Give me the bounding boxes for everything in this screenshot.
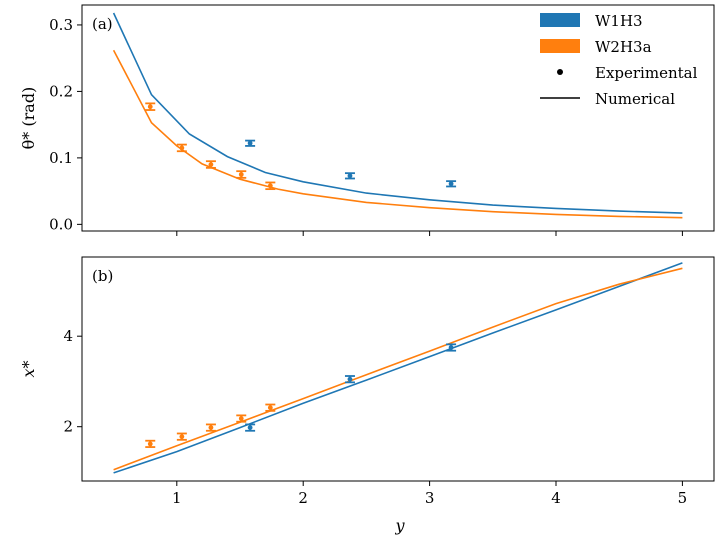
panel-a-points xyxy=(145,102,457,191)
experimental-point-w2h3a xyxy=(236,170,247,179)
y-tick-label: 4 xyxy=(63,327,73,345)
legend-swatch xyxy=(540,39,580,53)
legend-label: Experimental xyxy=(595,64,698,82)
numerical-line-w2h3a xyxy=(113,267,683,471)
panel-a-y-axis-title: θ* (rad) xyxy=(19,87,38,150)
y-tick-label: 0.2 xyxy=(49,82,73,100)
experimental-point-w2h3a xyxy=(205,423,216,432)
x-tick-label: 3 xyxy=(425,489,435,507)
panel-b-lines xyxy=(113,262,683,474)
x-tick-label: 5 xyxy=(678,489,688,507)
x-tick-label: 4 xyxy=(551,489,561,507)
numerical-line-w2h3a xyxy=(112,49,683,219)
experimental-point-w2h3a xyxy=(265,181,276,191)
panel-b-label: (b) xyxy=(92,267,113,285)
panel-a: 0.0 0.1 0.2 0.3 (a) θ* (rad) W1H3 W2H3a Exper… xyxy=(19,4,715,236)
y-tick-label: 0.1 xyxy=(49,149,73,167)
experimental-point-w2h3a xyxy=(265,403,276,412)
experimental-point-w2h3a xyxy=(145,439,156,448)
legend-marker xyxy=(557,69,563,75)
legend: W1H3 W2H3a Experimental Numerical xyxy=(540,12,698,108)
panel-a-lines xyxy=(112,12,683,219)
legend-label: W1H3 xyxy=(595,12,643,30)
experimental-point-w2h3a xyxy=(176,432,187,441)
experimental-point-w2h3a xyxy=(205,160,216,169)
numerical-line-w1h3 xyxy=(113,262,683,474)
panel-a-ticks: 0.0 0.1 0.2 0.3 xyxy=(49,16,683,236)
y-tick-label: 2 xyxy=(63,418,73,436)
y-tick-label: 0.0 xyxy=(49,215,73,233)
panel-b-frame xyxy=(81,256,715,482)
y-tick-label: 0.3 xyxy=(49,16,73,34)
experimental-point-w1h3 xyxy=(446,343,457,352)
experimental-point-w2h3a xyxy=(176,143,187,153)
legend-item-w1h3: W1H3 xyxy=(540,12,643,30)
legend-label: W2H3a xyxy=(595,38,652,56)
experimental-point-w1h3 xyxy=(446,180,457,188)
legend-swatch xyxy=(540,13,580,27)
experimental-point-w2h3a xyxy=(236,414,247,423)
experimental-point-w1h3 xyxy=(245,423,256,432)
panel-b-y-axis-title: x* xyxy=(19,360,38,377)
experimental-point-w2h3a xyxy=(145,102,156,111)
legend-item-numerical: Numerical xyxy=(540,90,675,108)
legend-item-experimental: Experimental xyxy=(557,64,698,82)
panel-b-points xyxy=(145,343,457,448)
legend-item-w2h3a: W2H3a xyxy=(540,38,652,56)
experimental-point-w1h3 xyxy=(344,172,355,180)
panel-b: 1 2 3 4 5 2 4 (b) x* y xyxy=(19,256,715,535)
experimental-point-w1h3 xyxy=(245,139,256,147)
panel-b-ticks: 1 2 3 4 5 2 4 xyxy=(63,327,687,507)
x-tick-label: 1 xyxy=(172,489,182,507)
x-tick-label: 2 xyxy=(298,489,308,507)
panel-a-frame xyxy=(81,4,715,232)
legend-label: Numerical xyxy=(595,90,675,108)
numerical-line-w1h3 xyxy=(112,12,683,214)
panel-a-label: (a) xyxy=(92,15,113,33)
experimental-point-w1h3 xyxy=(344,375,355,384)
x-axis-title: y xyxy=(394,516,405,535)
